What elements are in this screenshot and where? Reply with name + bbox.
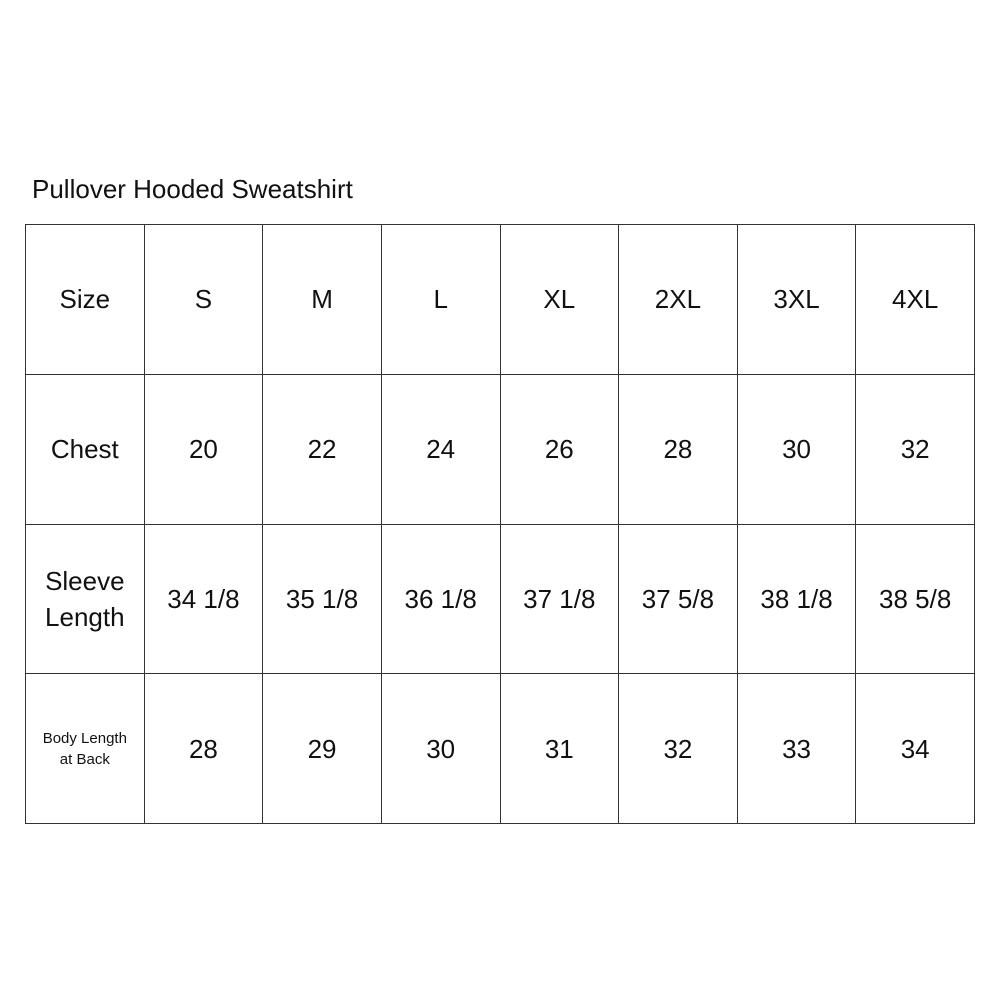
table-cell: 37 1/8 xyxy=(500,524,620,675)
row-header: Size xyxy=(26,225,145,375)
table-cell: 34 1/8 xyxy=(144,524,264,675)
table-cell: 35 1/8 xyxy=(263,524,382,675)
row-header: Body Length at Back xyxy=(26,674,145,824)
row-header: Sleeve Length xyxy=(26,524,145,675)
table-cell: 36 1/8 xyxy=(381,524,501,675)
table-cell: 32 xyxy=(619,674,738,824)
page-title: Pullover Hooded Sweatshirt xyxy=(32,174,353,204)
table-cell: 24 xyxy=(381,374,501,525)
table-cell: 29 xyxy=(263,674,382,824)
table-cell: 20 xyxy=(144,374,264,525)
table-cell: 22 xyxy=(263,374,382,525)
size-chart-table: Size S M L XL 2XL 3XL 4XL Chest 20 22 24 26 28 30 32 Sle… xyxy=(25,224,975,824)
row-header: Chest xyxy=(26,374,145,525)
size-header-cell: 4XL xyxy=(856,225,975,375)
table-cell: 31 xyxy=(500,674,620,824)
size-header-cell: 2XL xyxy=(619,225,738,375)
table-cell: 38 5/8 xyxy=(856,524,975,675)
table-cell: 30 xyxy=(737,374,857,525)
table-cell: 30 xyxy=(381,674,501,824)
table-cell: 37 5/8 xyxy=(619,524,738,675)
size-header-cell: L xyxy=(381,225,501,375)
size-header-cell: XL xyxy=(500,225,620,375)
table-cell: 26 xyxy=(500,374,620,525)
table-cell: 28 xyxy=(144,674,264,824)
size-header-cell: M xyxy=(263,225,382,375)
size-header-cell: 3XL xyxy=(737,225,857,375)
table-cell: 33 xyxy=(737,674,857,824)
table-cell: 32 xyxy=(856,374,975,525)
table-cell: 28 xyxy=(619,374,738,525)
table-cell: 34 xyxy=(856,674,975,824)
table-cell: 38 1/8 xyxy=(737,524,857,675)
size-header-cell: S xyxy=(144,225,264,375)
